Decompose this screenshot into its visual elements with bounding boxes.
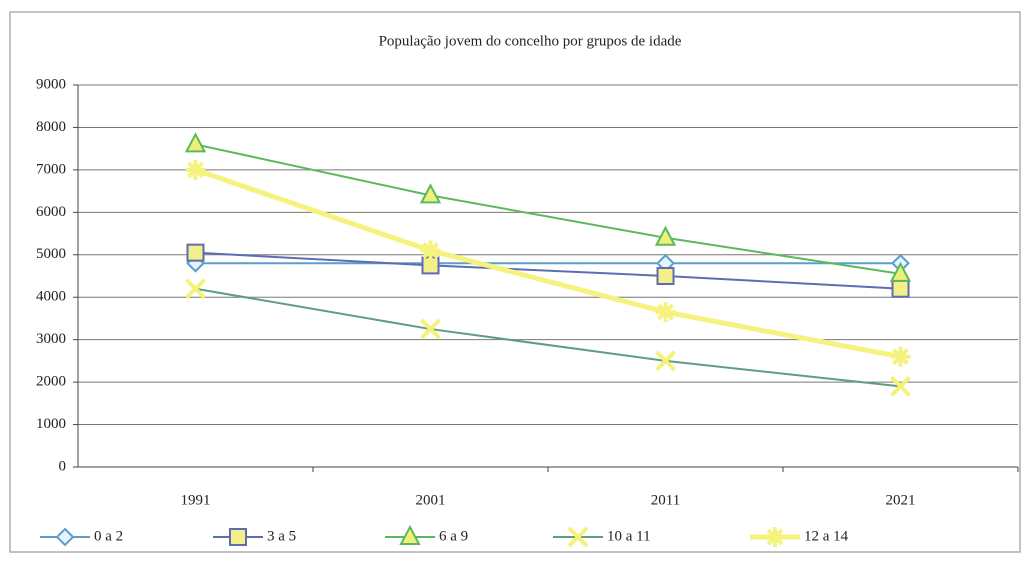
marker	[656, 267, 675, 285]
series-line	[195, 251, 901, 290]
series	[185, 159, 911, 367]
legend-label: 6 a 9	[439, 528, 468, 544]
legend-label: 12 a 14	[804, 528, 849, 544]
y-tick-label: 4000	[36, 289, 66, 305]
legend-marker	[229, 528, 247, 546]
marker	[419, 183, 442, 204]
marker	[420, 318, 441, 340]
chart-title: População jovem do concelho por grupos d…	[379, 33, 682, 49]
x-tick-label: 2001	[416, 492, 446, 508]
y-tick-label: 0	[59, 458, 67, 474]
marker	[890, 375, 911, 397]
y-tick-label: 2000	[36, 374, 66, 390]
marker	[891, 279, 910, 298]
y-tick-label: 5000	[36, 246, 66, 262]
marker	[185, 278, 206, 300]
legend-label: 3 a 5	[267, 528, 296, 544]
marker	[185, 159, 206, 180]
series-line	[194, 167, 901, 360]
marker	[655, 302, 676, 323]
y-tick-label: 8000	[36, 119, 66, 135]
legend-label: 10 a 11	[607, 528, 651, 544]
marker	[890, 346, 911, 367]
marker	[184, 132, 207, 153]
series	[184, 132, 912, 282]
marker	[186, 243, 205, 262]
y-tick-label: 3000	[36, 331, 66, 347]
x-tick-label: 2011	[651, 492, 680, 508]
x-tick-label: 1991	[181, 492, 211, 508]
series-line	[195, 287, 901, 388]
series-line	[195, 143, 901, 275]
marker	[655, 350, 676, 372]
y-tick-label: 7000	[36, 161, 66, 177]
y-tick-label: 1000	[36, 416, 66, 432]
marker	[889, 261, 912, 282]
legend-marker	[399, 524, 421, 545]
x-tick-label: 2021	[886, 492, 916, 508]
series	[186, 243, 910, 298]
legend-label: 0 a 2	[94, 528, 123, 544]
y-tick-label: 9000	[36, 76, 66, 92]
legend-marker	[765, 527, 785, 547]
y-tick-label: 6000	[36, 204, 66, 220]
legend-marker	[55, 527, 75, 547]
legend-marker	[567, 526, 589, 548]
series	[185, 278, 911, 397]
marker	[654, 225, 677, 246]
chart-frame	[9, 11, 1021, 553]
marker	[420, 240, 441, 261]
